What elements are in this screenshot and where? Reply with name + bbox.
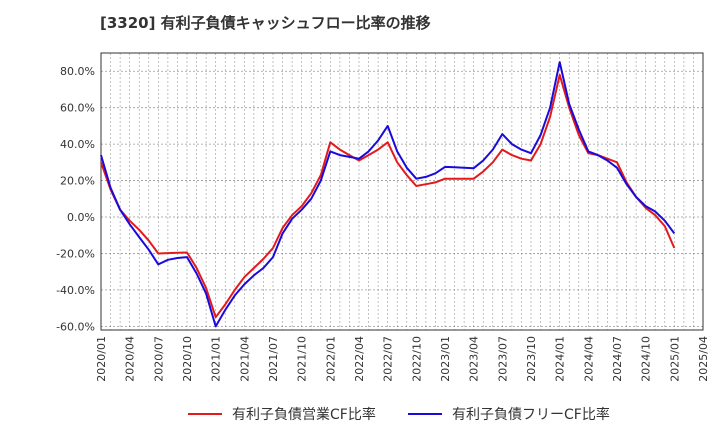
y-tick-label: -40.0% — [56, 284, 95, 297]
legend-swatch-free-cf — [408, 413, 442, 415]
x-tick-label: 2023/07 — [496, 336, 509, 382]
x-tick-label: 2020/10 — [181, 336, 194, 382]
y-tick-label: 80.0% — [60, 65, 95, 78]
x-tick-label: 2023/04 — [468, 336, 481, 382]
legend-label-operating-cf: 有利子負債営業CF比率 — [232, 407, 376, 423]
x-tick-label: 2022/10 — [410, 336, 423, 382]
x-tick-label: 2024/07 — [611, 336, 624, 382]
x-tick-label: 2021/01 — [210, 336, 223, 382]
y-tick-label: -60.0% — [56, 320, 95, 333]
x-tick-label: 2025/04 — [697, 336, 710, 382]
y-tick-label: 0.0% — [67, 211, 95, 224]
legend-item-free-cf: 有利子負債フリーCF比率 — [408, 404, 610, 424]
x-tick-label: 2023/10 — [525, 336, 538, 382]
x-tick-label: 2024/10 — [640, 336, 653, 382]
x-tick-label: 2022/07 — [382, 336, 395, 382]
y-tick-label: 40.0% — [60, 138, 95, 151]
series-line-operating-cf — [100, 73, 676, 319]
x-tick-label: 2021/10 — [296, 336, 309, 382]
x-tick-label: 2021/07 — [267, 336, 280, 382]
legend-swatch-operating-cf — [188, 413, 222, 415]
x-tick-label: 2020/04 — [124, 336, 137, 382]
legend-label-free-cf: 有利子負債フリーCF比率 — [452, 407, 610, 423]
x-tick-label: 2020/07 — [152, 336, 165, 382]
chart-title: [3320] 有利子負債キャッシュフロー比率の推移 — [100, 14, 431, 32]
x-tick-label: 2024/04 — [582, 336, 595, 382]
x-tick-label: 2025/01 — [668, 336, 681, 382]
x-tick-label: 2021/04 — [238, 336, 251, 382]
y-tick-label: 20.0% — [60, 175, 95, 188]
x-tick-label: 2020/01 — [95, 336, 108, 382]
legend-item-operating-cf: 有利子負債営業CF比率 — [188, 404, 376, 424]
plot-area — [101, 53, 703, 330]
y-tick-label: 60.0% — [60, 102, 95, 115]
legend: 有利子負債営業CF比率 有利子負債フリーCF比率 — [0, 404, 720, 428]
series-line-free-cf — [100, 61, 676, 328]
x-tick-label: 2024/01 — [554, 336, 567, 382]
y-tick-label: -20.0% — [56, 247, 95, 260]
x-tick-label: 2022/04 — [353, 336, 366, 382]
x-tick-label: 2022/01 — [324, 336, 337, 382]
plot-frame — [100, 52, 704, 331]
x-tick-label: 2023/01 — [439, 336, 452, 382]
